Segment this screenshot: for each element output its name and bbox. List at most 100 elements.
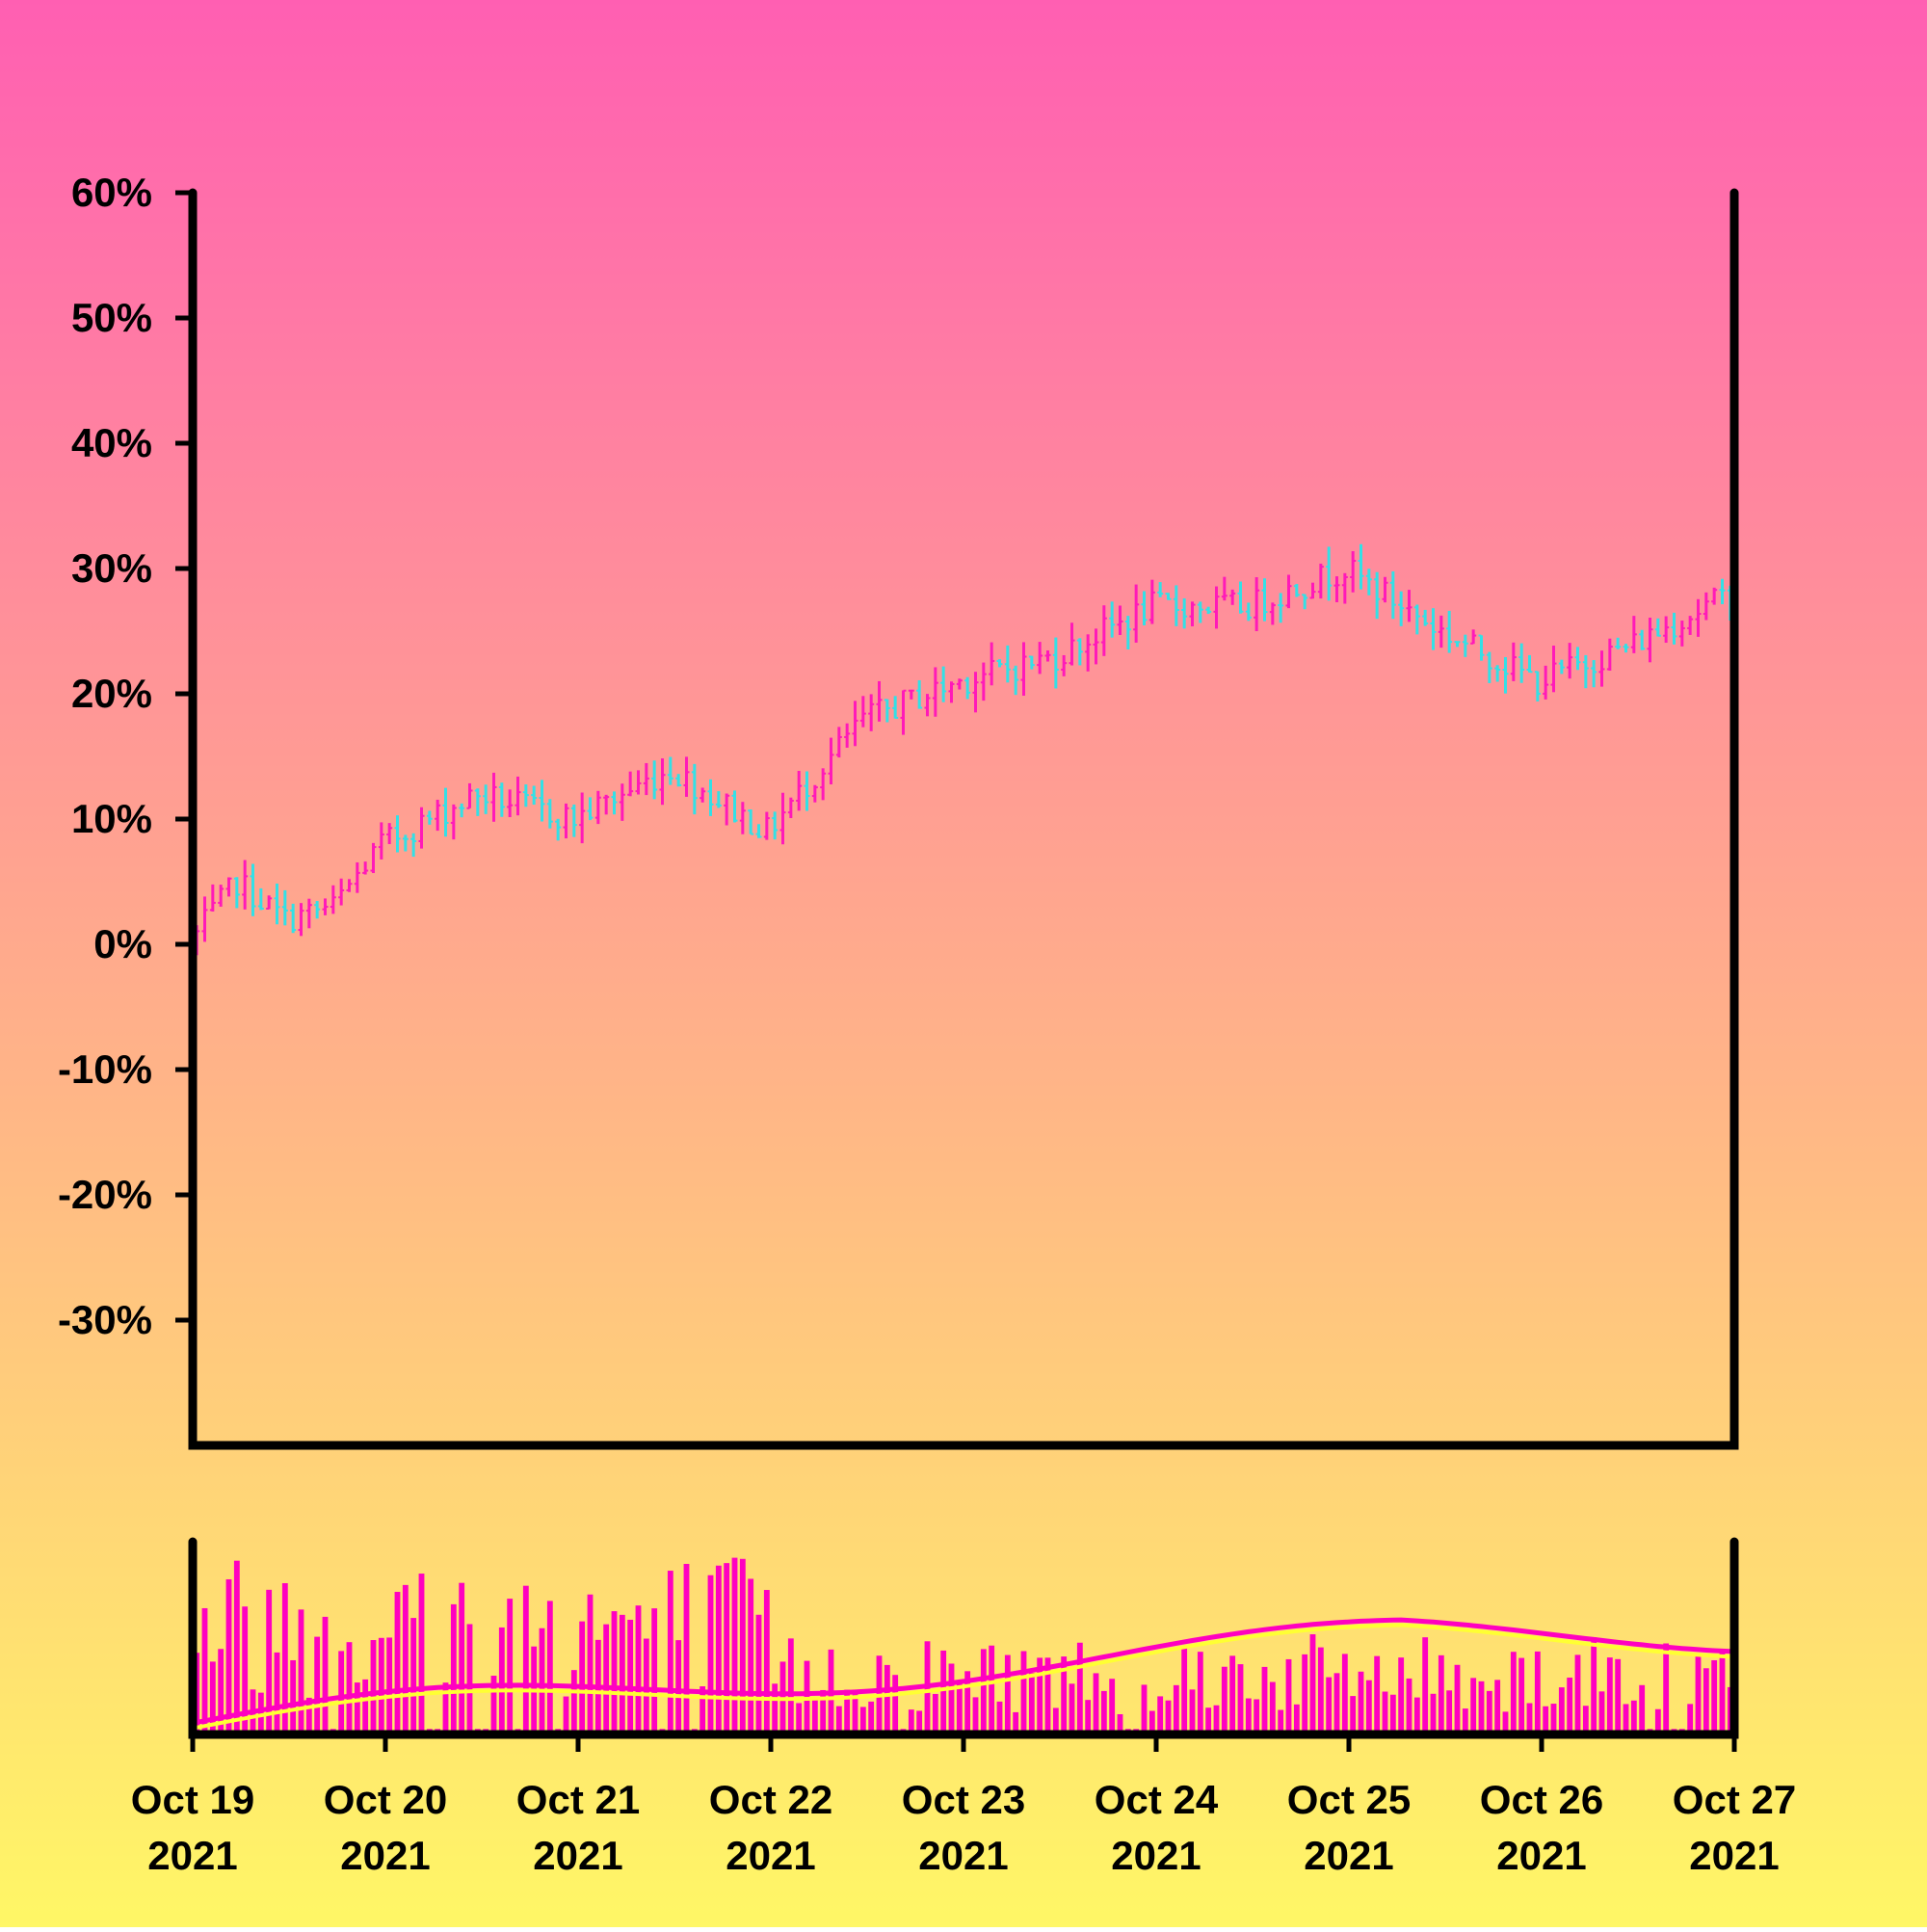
ohlc-bar bbox=[539, 780, 545, 822]
volume-bar bbox=[1389, 1694, 1396, 1734]
volume-bar bbox=[266, 1589, 273, 1734]
y-tick-label: 30% bbox=[71, 545, 152, 591]
volume-bar bbox=[507, 1599, 514, 1734]
y-tick-label: 20% bbox=[71, 671, 152, 716]
ohlc-bar bbox=[594, 790, 601, 825]
ohlc-bar bbox=[257, 887, 264, 911]
ohlc-bar bbox=[435, 799, 441, 832]
ohlc-bar bbox=[466, 782, 473, 809]
ohlc-bar bbox=[724, 793, 730, 826]
volume-bar bbox=[1157, 1696, 1164, 1734]
ohlc-bar bbox=[1422, 609, 1429, 626]
volume-bar bbox=[835, 1706, 842, 1734]
ohlc-bar bbox=[290, 903, 297, 934]
ohlc-bar bbox=[418, 807, 425, 849]
ohlc-bar bbox=[859, 696, 866, 728]
ohlc-bar bbox=[531, 785, 538, 806]
ohlc-bar bbox=[635, 770, 642, 795]
ohlc-bar bbox=[852, 701, 858, 747]
ohlc-bar bbox=[362, 861, 369, 875]
volume-bar bbox=[1093, 1673, 1099, 1734]
y-tick-label: -30% bbox=[58, 1297, 152, 1342]
volume-bar bbox=[490, 1676, 497, 1734]
volume-bar bbox=[1237, 1664, 1244, 1734]
volume-bar bbox=[563, 1696, 569, 1734]
ohlc-bar bbox=[1069, 622, 1075, 666]
volume-bar bbox=[1630, 1700, 1637, 1734]
ohlc-bar bbox=[1285, 574, 1292, 609]
ohlc-bar bbox=[804, 771, 810, 811]
ohlc-bar bbox=[675, 774, 682, 787]
volume-bar bbox=[707, 1575, 714, 1734]
ohlc-bar bbox=[546, 799, 553, 829]
volume-bar bbox=[996, 1701, 1003, 1734]
ohlc-bar bbox=[1630, 616, 1637, 653]
volume-bar bbox=[1454, 1664, 1461, 1734]
volume-ma-short bbox=[196, 1617, 1730, 1725]
volume-bar bbox=[1269, 1681, 1276, 1734]
ohlc-bar bbox=[1229, 589, 1236, 605]
volume-bar bbox=[587, 1594, 594, 1734]
volume-bar bbox=[1044, 1657, 1051, 1734]
volume-bar bbox=[1574, 1654, 1581, 1734]
ohlc-bar bbox=[989, 642, 995, 686]
ohlc-bar bbox=[459, 803, 465, 818]
ohlc-bar bbox=[1028, 655, 1035, 670]
ohlc-bar bbox=[627, 771, 634, 797]
volume-bar bbox=[201, 1607, 208, 1734]
ohlc-bar bbox=[1165, 593, 1172, 600]
ohlc-bar bbox=[772, 811, 779, 840]
volume-bar bbox=[603, 1624, 610, 1734]
ohlc-bar bbox=[1654, 618, 1661, 637]
x-tick-label: Oct 27 bbox=[1673, 1777, 1796, 1822]
volume-bar bbox=[1703, 1668, 1709, 1734]
ohlc-bar bbox=[611, 791, 618, 815]
volume-bar bbox=[242, 1606, 249, 1734]
volume-bar bbox=[1069, 1683, 1075, 1734]
ohlc-bar bbox=[1254, 577, 1260, 632]
volume-bar bbox=[1615, 1658, 1622, 1734]
x-tick-label: Oct 20 bbox=[324, 1777, 447, 1822]
ohlc-bar bbox=[1157, 582, 1164, 597]
ohlc-bar bbox=[651, 760, 658, 800]
ohlc-bar bbox=[570, 804, 577, 837]
ohlc-bar bbox=[250, 863, 256, 916]
ohlc-bar bbox=[731, 790, 738, 823]
volume-bar bbox=[1004, 1654, 1011, 1734]
volume-bar bbox=[940, 1650, 947, 1734]
volume-bar bbox=[956, 1681, 963, 1734]
volume-bar bbox=[1278, 1709, 1284, 1734]
ohlc-bar bbox=[225, 877, 232, 897]
ohlc-bar bbox=[1389, 570, 1396, 620]
x-axis-ticks: Oct 19 2021 Oct 20 2021 Oct 21 2021 Oct 22 2021… bbox=[131, 1734, 1796, 1878]
ohlc-bar bbox=[659, 758, 666, 806]
ohlc-bar bbox=[1454, 641, 1461, 648]
ohlc-bar bbox=[209, 884, 216, 912]
ohlc-bar bbox=[1302, 594, 1308, 610]
ohlc-bar bbox=[201, 896, 208, 942]
ohlc-bar bbox=[1278, 593, 1284, 623]
x-tick-label: Oct 21 bbox=[516, 1777, 640, 1822]
volume-bar bbox=[459, 1582, 465, 1734]
ohlc-bar bbox=[1093, 628, 1099, 665]
volume-bar bbox=[1309, 1634, 1316, 1734]
volume-bar bbox=[1358, 1671, 1364, 1734]
volume-bar bbox=[1719, 1652, 1726, 1734]
volume-bar bbox=[290, 1659, 297, 1734]
volume-bar bbox=[811, 1699, 818, 1734]
volume-bar bbox=[932, 1693, 938, 1734]
x-tick-label: Oct 22 bbox=[709, 1777, 832, 1822]
ohlc-bar bbox=[522, 784, 529, 807]
y-tick-label: 60% bbox=[71, 170, 152, 215]
volume-bar bbox=[683, 1563, 690, 1734]
volume-bar bbox=[1374, 1655, 1381, 1734]
ohlc-bar bbox=[1703, 592, 1709, 621]
ohlc-bar bbox=[1124, 616, 1131, 649]
volume-bar bbox=[989, 1645, 995, 1734]
volume-bar bbox=[498, 1627, 505, 1734]
volume-bar bbox=[1406, 1678, 1412, 1734]
ohlc-bar bbox=[1663, 616, 1670, 644]
volume-bar bbox=[1052, 1707, 1059, 1734]
ohlc-bar bbox=[555, 818, 562, 841]
